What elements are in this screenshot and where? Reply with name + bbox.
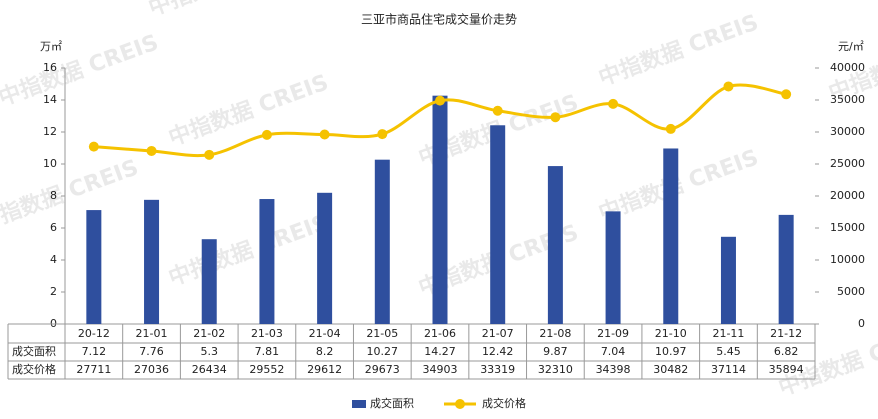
bar: [317, 192, 333, 324]
y2-tick-label: 20000: [830, 189, 865, 202]
y-tick-label: 12: [43, 125, 57, 138]
table-cell: 34398: [596, 363, 631, 376]
x-tick-label: 21-08: [539, 327, 571, 340]
table-cell: 12.42: [482, 345, 514, 358]
y2-tick-label: 30000: [830, 125, 865, 138]
watermark: 中指数据 CREIS: [595, 9, 762, 91]
x-tick-label: 21-12: [770, 327, 802, 340]
table-cell: 37114: [711, 363, 746, 376]
table-cell: 9.87: [543, 345, 568, 358]
table-cell: 5.3: [200, 345, 218, 358]
bar: [778, 214, 794, 324]
watermark: 中指数据 CREIS: [145, 0, 312, 21]
watermark: 中指数据 CREIS: [0, 29, 162, 111]
y-tick-label: 16: [43, 61, 57, 74]
line-point: [665, 123, 676, 134]
y2-axis-unit: 元/㎡: [838, 40, 864, 53]
table-row-header: 成交面积: [12, 344, 56, 358]
y2-tick-label: 40000: [830, 61, 865, 74]
y2-tick-label: 10000: [830, 253, 865, 266]
y-tick-label: 8: [50, 189, 57, 202]
line-point: [204, 149, 215, 160]
line-point: [146, 145, 157, 156]
bar: [547, 166, 563, 324]
bar: [201, 239, 217, 324]
y2-tick-label: 0: [858, 317, 865, 330]
table-cell: 7.81: [255, 345, 280, 358]
table-cell: 33319: [480, 363, 515, 376]
table-cell: 7.04: [601, 345, 626, 358]
line-point: [377, 129, 388, 140]
line-point: [492, 105, 503, 116]
table-cell: 8.2: [316, 345, 334, 358]
bar: [432, 95, 448, 325]
legend-label: 成交价格: [482, 396, 526, 410]
y-tick-label: 10: [43, 157, 57, 170]
x-tick-label: 21-05: [366, 327, 398, 340]
line-point: [723, 81, 734, 92]
legend-label: 成交面积: [370, 396, 414, 410]
watermark: 中指数据 CREIS: [165, 209, 332, 291]
table-cell: 27036: [134, 363, 169, 376]
bar: [720, 236, 736, 324]
x-tick-label: 21-09: [597, 327, 629, 340]
line-point: [435, 95, 445, 106]
table-cell: 10.27: [367, 345, 399, 358]
table-cell: 26434: [192, 363, 227, 376]
bar: [605, 211, 621, 324]
table-cell: 34903: [423, 363, 458, 376]
watermark: 中指数据 CREIS: [0, 154, 142, 236]
table-cell: 6.82: [774, 345, 799, 358]
table-cell: 5.45: [716, 345, 741, 358]
bar: [374, 159, 390, 324]
line-point: [781, 89, 792, 100]
table-cell: 30482: [653, 363, 688, 376]
x-tick-label: 21-03: [251, 327, 283, 340]
table-cell: 32310: [538, 363, 573, 376]
y2-tick-label: 35000: [830, 93, 865, 106]
table-cell: 27711: [76, 363, 111, 376]
x-tick-label: 21-10: [655, 327, 687, 340]
line-point: [261, 129, 272, 140]
x-tick-label: 21-01: [136, 327, 168, 340]
line-point: [608, 98, 619, 109]
x-tick-label: 21-02: [193, 327, 225, 340]
y-tick-label: 14: [43, 93, 57, 106]
legend-swatch: [352, 400, 366, 408]
y2-tick-label: 25000: [830, 157, 865, 170]
line-point: [319, 129, 330, 140]
y2-tick-label: 5000: [837, 285, 865, 298]
y-tick-label: 2: [50, 285, 57, 298]
table-cell: 14.27: [424, 345, 456, 358]
bar: [259, 199, 275, 324]
bar: [86, 210, 102, 324]
legend-swatch: [455, 399, 465, 409]
y-axis-unit: 万㎡: [40, 40, 62, 53]
y-tick-label: 4: [50, 253, 57, 266]
table-row-header: 成交价格: [12, 362, 56, 376]
table-cell: 7.76: [139, 345, 164, 358]
y-tick-label: 6: [50, 221, 57, 234]
x-tick-label: 21-06: [424, 327, 456, 340]
table-cell: 10.97: [655, 345, 687, 358]
x-tick-label: 21-11: [712, 327, 744, 340]
line-point: [88, 141, 99, 152]
table-cell: 29612: [307, 363, 342, 376]
line-point: [550, 112, 561, 123]
chart-title: 三亚市商品住宅成交量价走势: [361, 12, 517, 27]
table-cell: 29552: [249, 363, 284, 376]
bar: [490, 125, 506, 324]
y2-tick-label: 15000: [830, 221, 865, 234]
x-tick-label: 20-12: [78, 327, 110, 340]
bar: [144, 199, 160, 324]
table-cell: 7.12: [82, 345, 107, 358]
table-cell: 29673: [365, 363, 400, 376]
watermark: 中指数据 CREIS: [165, 69, 332, 151]
x-tick-label: 21-04: [309, 327, 341, 340]
bar: [663, 148, 679, 324]
table-cell: 35894: [769, 363, 804, 376]
x-tick-label: 21-07: [482, 327, 514, 340]
